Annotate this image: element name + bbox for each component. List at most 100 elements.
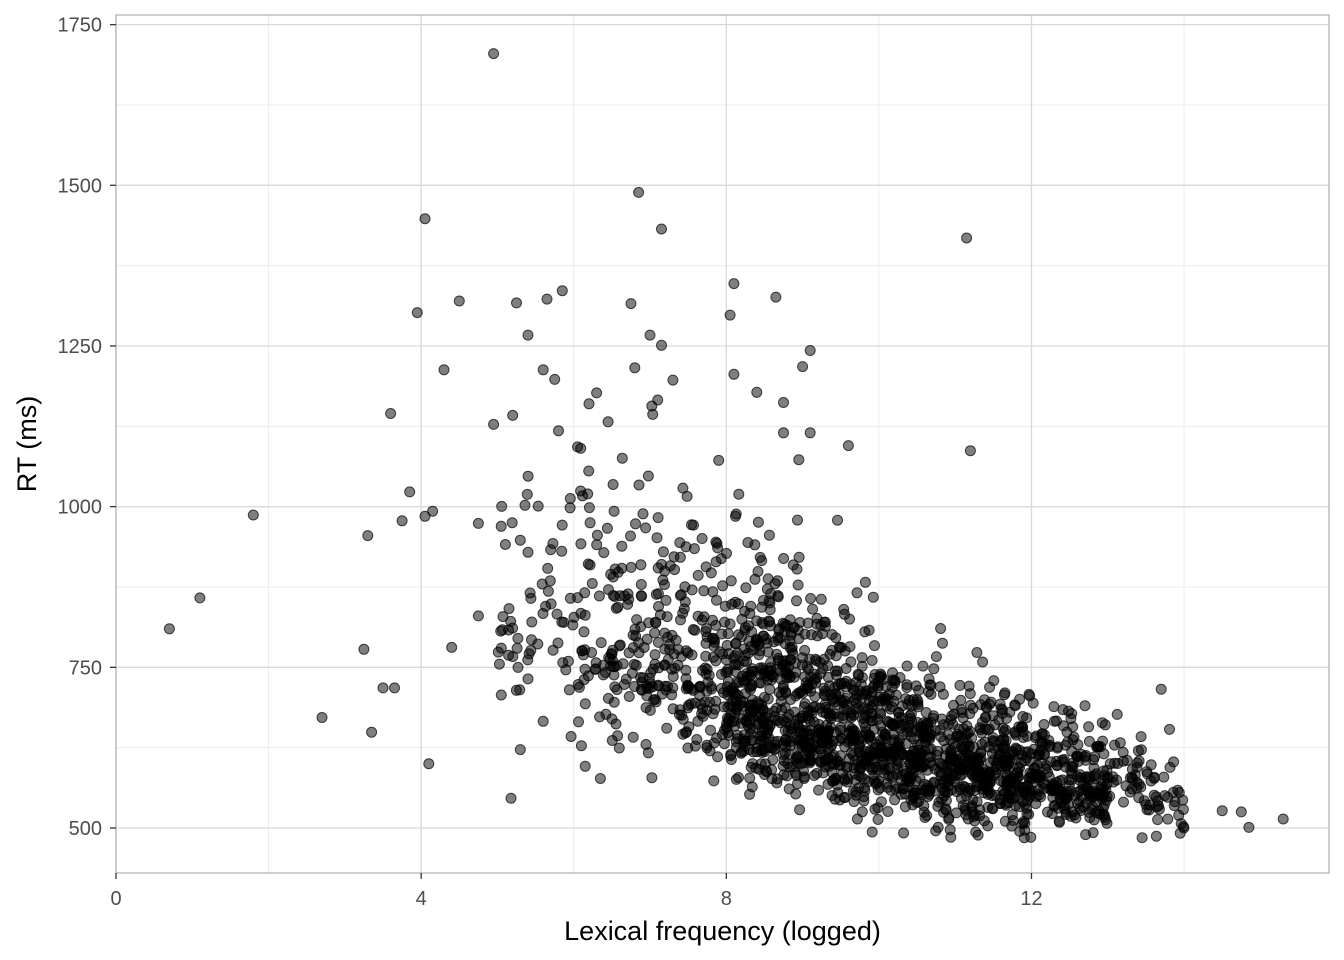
data-point — [779, 734, 791, 746]
data-point — [1098, 799, 1110, 811]
data-point — [720, 721, 732, 733]
data-point — [1168, 800, 1180, 812]
data-point — [988, 742, 1000, 754]
data-point — [772, 715, 784, 727]
data-point — [1243, 821, 1255, 833]
data-point — [1014, 762, 1025, 774]
data-point — [696, 708, 708, 720]
data-point — [598, 547, 610, 559]
data-point — [1067, 721, 1079, 733]
data-point — [423, 758, 435, 770]
data-point — [609, 591, 621, 602]
data-point — [867, 591, 879, 603]
data-point — [856, 771, 868, 783]
data-point — [784, 671, 796, 682]
data-point — [1178, 822, 1190, 834]
data-point — [657, 546, 669, 558]
data-point — [698, 585, 710, 597]
data-point — [735, 717, 747, 729]
data-point — [1018, 787, 1030, 799]
data-point — [749, 539, 761, 551]
data-point — [725, 575, 737, 587]
data-point — [656, 339, 667, 351]
data-point — [977, 783, 989, 795]
data-point — [1083, 735, 1095, 747]
data-point — [712, 751, 724, 763]
data-point — [630, 659, 642, 671]
data-point — [519, 499, 531, 511]
data-point — [713, 454, 725, 466]
data-point — [366, 726, 378, 738]
data-point — [1057, 774, 1069, 786]
data-point — [674, 537, 686, 549]
data-point — [688, 519, 699, 531]
y-axis-title: RT (ms) — [12, 396, 42, 493]
data-point — [652, 512, 664, 524]
data-point — [940, 804, 952, 816]
data-point — [726, 598, 738, 610]
data-point — [1164, 723, 1175, 735]
data-point — [694, 689, 705, 701]
data-point — [963, 680, 975, 692]
data-point — [682, 742, 694, 754]
data-point — [385, 408, 397, 419]
data-point — [899, 801, 911, 813]
y-tick-label: 750 — [69, 657, 102, 679]
data-point — [493, 658, 505, 670]
data-point — [608, 696, 620, 708]
data-point — [815, 593, 827, 605]
data-point — [667, 703, 679, 715]
data-point — [547, 644, 559, 656]
data-point — [532, 500, 544, 512]
data-point — [1048, 715, 1060, 727]
data-point — [793, 454, 805, 466]
data-point — [940, 743, 952, 755]
data-point — [608, 661, 619, 673]
data-point — [909, 748, 921, 759]
data-point — [419, 510, 431, 522]
data-point — [1109, 739, 1120, 751]
data-point — [762, 646, 774, 658]
data-point — [678, 603, 690, 615]
data-point — [1135, 781, 1147, 793]
data-point — [1006, 809, 1018, 821]
data-point — [697, 665, 708, 676]
data-point — [957, 712, 969, 724]
data-point — [537, 364, 549, 376]
data-point — [1083, 806, 1095, 818]
data-point — [616, 540, 628, 552]
data-point — [1034, 737, 1046, 749]
data-point — [923, 786, 935, 798]
data-point — [900, 738, 912, 749]
data-point — [770, 291, 782, 303]
data-point — [650, 617, 662, 629]
data-point — [524, 587, 536, 599]
data-point — [880, 732, 892, 744]
data-point — [901, 660, 913, 672]
data-point — [725, 748, 737, 760]
data-point — [866, 826, 878, 838]
data-point — [936, 782, 948, 794]
data-point — [1048, 701, 1060, 713]
data-point — [954, 679, 966, 691]
data-point — [969, 815, 980, 827]
data-point — [715, 683, 727, 694]
data-point — [514, 744, 526, 756]
data-point — [936, 713, 948, 725]
data-point — [805, 593, 817, 604]
data-point — [1216, 805, 1228, 817]
data-point — [544, 575, 556, 587]
data-point — [872, 695, 884, 707]
data-point — [994, 798, 1006, 810]
data-point — [582, 558, 594, 570]
data-point — [446, 641, 458, 653]
data-point — [1007, 745, 1019, 757]
data-point — [453, 295, 465, 307]
data-point — [755, 758, 767, 770]
data-point — [472, 517, 484, 529]
data-point — [563, 684, 575, 696]
data-point — [572, 592, 584, 604]
data-point — [869, 640, 880, 652]
data-point — [851, 813, 863, 825]
data-point — [1072, 771, 1083, 783]
